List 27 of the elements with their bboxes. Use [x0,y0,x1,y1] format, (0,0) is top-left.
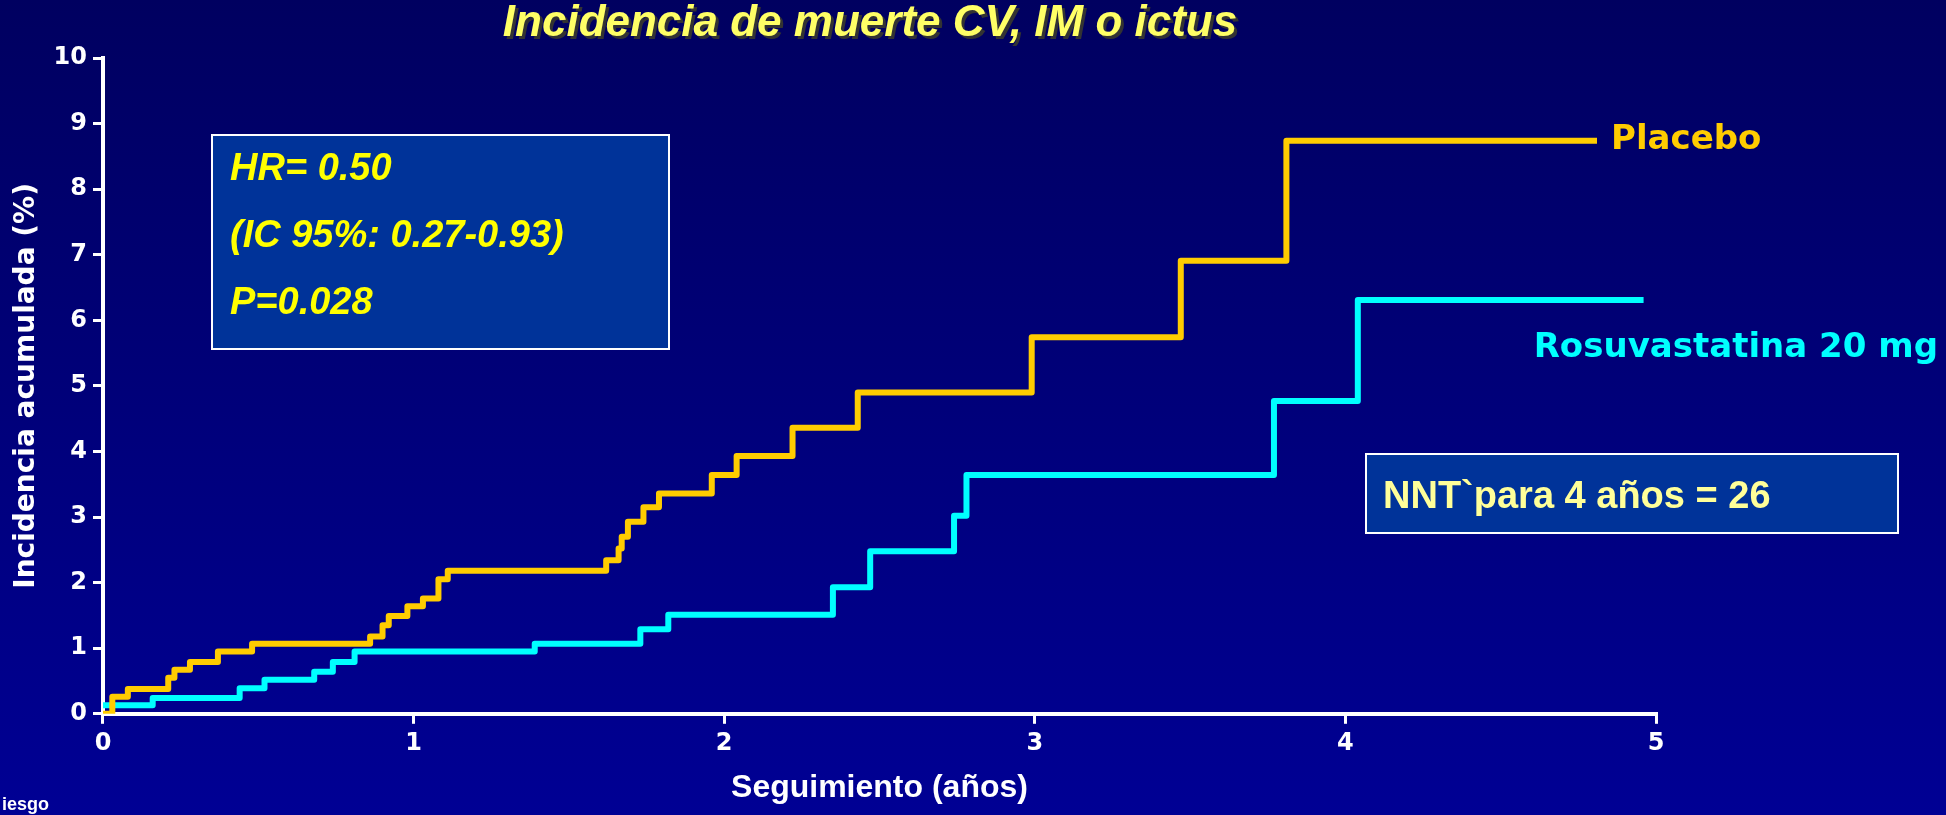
y-axis-title: Incidencia acumulada (%) [8,183,42,589]
y-tick-label: 3 [70,501,87,530]
x-tick-label: 4 [1337,728,1354,757]
y-tick-label: 8 [70,173,87,202]
y-tick-label: 0 [70,698,87,727]
annotation: HR= 0.50 [230,146,392,188]
y-tick-label: 7 [70,238,87,267]
x-axis-title: Seguimiento (años) [731,767,1028,804]
chart-title: Incidencia de muerte CV, IM o ictus [505,0,1241,49]
x-tick-label: 2 [715,728,733,757]
y-tick-label: 9 [70,107,87,136]
x-tick-label: 3 [1026,728,1044,757]
y-tick-label: 10 [53,42,87,71]
x-tick-label: 1 [405,728,422,757]
text: iesgo [2,794,50,814]
x-tick-label: 5 [1647,728,1665,757]
y-tick-label: 2 [70,566,87,595]
y-tick-label: 1 [70,632,87,661]
series-label: Rosuvastatina 20 mg [1533,324,1938,365]
y-tick-label: 4 [70,435,87,464]
x-tick-label: 0 [94,728,112,757]
annotation: (IC 95%: 0.27-0.93) [230,213,564,255]
annotation: NNT`para 4 años = 26 [1383,474,1771,516]
annotation: P=0.028 [230,280,374,322]
series-label: Placebo [1610,117,1762,158]
y-tick-label: 6 [70,304,87,333]
y-tick-label: 5 [70,370,87,399]
